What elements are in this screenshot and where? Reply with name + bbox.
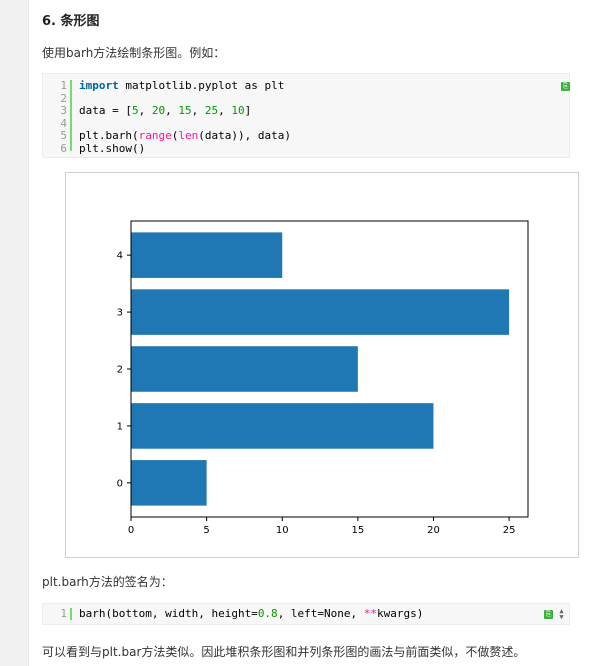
line-number: 4 — [60, 116, 67, 130]
code-token: plt.barh( — [79, 129, 139, 142]
code-token: data = [ — [79, 104, 132, 117]
gutter-bar — [70, 608, 72, 620]
code-token: , — [191, 104, 205, 117]
scroll-arrows-icon[interactable]: ▲ ▼ — [559, 607, 564, 621]
x-tick-label: 15 — [351, 525, 364, 536]
code-token: import — [79, 79, 119, 92]
code-token: range — [138, 129, 172, 142]
line-number: 2 — [60, 91, 67, 105]
code-token: ** — [363, 607, 378, 620]
bar-1 — [131, 403, 434, 449]
closing-paragraph: 可以看到与plt.bar方法类似。因此堆积条形图和并列条形图的画法与前面类似，不… — [42, 645, 526, 659]
code-token: (data)), data) — [198, 129, 291, 142]
code-token: 20 — [151, 104, 166, 117]
chart-figure: 0 5 10 15 20 25 0 1 2 3 4 — [65, 172, 579, 558]
code-line: plt.show() — [79, 141, 291, 156]
signature-paragraph: plt.barh方法的签名为： — [42, 575, 173, 589]
x-tick-label: 20 — [427, 525, 440, 536]
code-token: 15 — [178, 104, 192, 117]
copy-icon[interactable]: ⎘ — [561, 82, 570, 91]
y-tick-label: 0 — [117, 478, 123, 489]
y-tick-label: 1 — [117, 421, 123, 432]
left-margin — [0, 0, 29, 666]
x-tick-label: 0 — [128, 525, 134, 536]
bar-2 — [131, 346, 358, 392]
code-token: kwargs) — [377, 607, 424, 620]
code-token: ] — [244, 104, 252, 117]
gutter-bar — [70, 80, 72, 151]
barh-chart: 0 5 10 15 20 25 0 1 2 3 4 — [117, 220, 529, 536]
code-token: barh(bottom, width, height= — [79, 607, 258, 620]
line-number: 1 — [60, 79, 67, 92]
section-heading: 6. 条形图 — [42, 14, 100, 29]
code-line: data = [5, 20, 15, 25, 10] — [79, 104, 291, 118]
code-token: 10 — [231, 104, 245, 117]
code-token: , — [138, 104, 152, 117]
code-token: 5 — [131, 104, 139, 117]
x-tick-label: 25 — [503, 525, 516, 536]
code-text[interactable]: import matplotlib.pyplot as plt data = [… — [79, 79, 291, 156]
bar-0 — [131, 460, 207, 506]
copy-icon[interactable]: ⎘ — [544, 610, 553, 619]
line-number: 5 — [60, 129, 67, 142]
bar-4 — [131, 232, 283, 278]
line-number: 6 — [60, 141, 67, 155]
intro-paragraph: 使用barh方法绘制条形图。例如： — [42, 46, 226, 60]
x-tick-label: 5 — [203, 525, 209, 536]
code-token: 0.8 — [257, 607, 278, 620]
code-token: , left=None, — [277, 607, 364, 620]
code-token: matplotlib.pyplot as plt — [118, 79, 285, 92]
code-token: ( — [171, 129, 179, 142]
code-token: plt.show() — [79, 141, 146, 155]
code-text[interactable]: barh(bottom, width, height=0.8, left=Non… — [79, 607, 424, 621]
code-line: barh(bottom, width, height=0.8, left=Non… — [79, 607, 424, 621]
code-block-2[interactable]: 1 barh(bottom, width, height=0.8, left=N… — [42, 603, 570, 625]
code-line: plt.barh(range(len(data)), data) — [79, 129, 291, 143]
line-number: 1 — [60, 607, 67, 620]
y-tick-label: 3 — [117, 308, 123, 319]
line-numbers: 1 — [43, 607, 67, 621]
code-token: len — [178, 129, 199, 142]
code-line: import matplotlib.pyplot as plt — [79, 79, 291, 93]
bar-3 — [131, 289, 510, 335]
line-number: 3 — [60, 104, 67, 117]
x-tick-label: 10 — [276, 525, 289, 536]
y-tick-label: 2 — [117, 365, 123, 376]
code-token: , — [165, 104, 179, 117]
y-tick-label: 4 — [117, 251, 123, 262]
code-token: , — [218, 104, 232, 117]
code-token: 25 — [204, 104, 219, 117]
